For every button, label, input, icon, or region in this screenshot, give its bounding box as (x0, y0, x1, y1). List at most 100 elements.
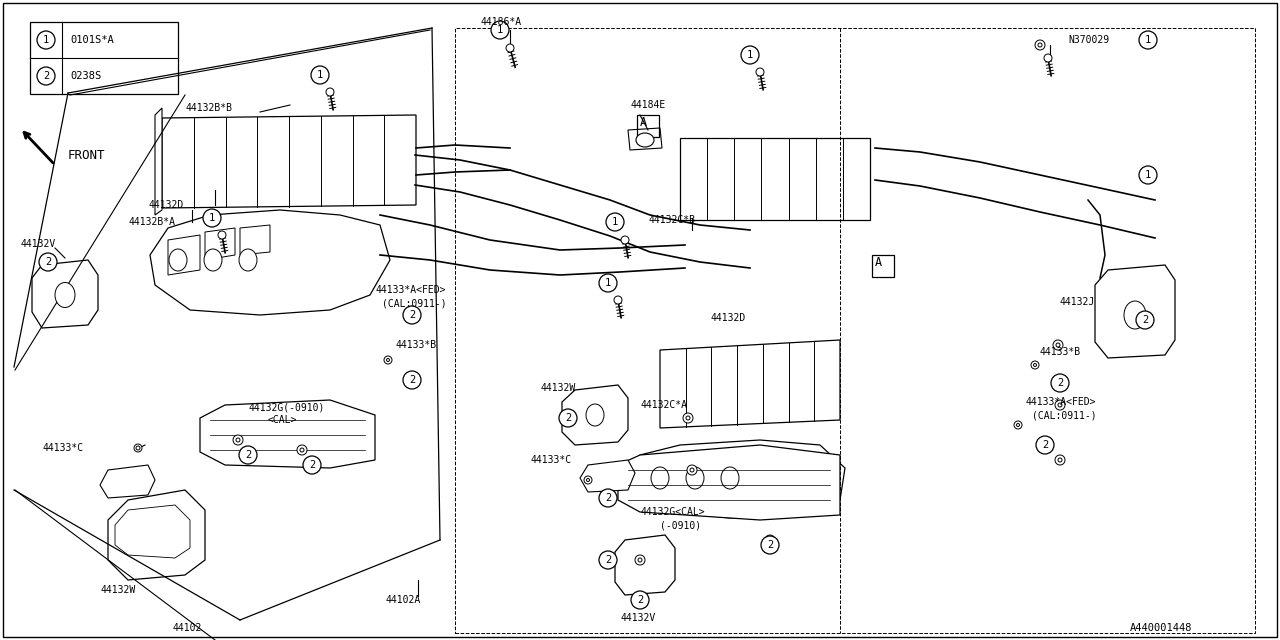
Text: A: A (640, 115, 648, 129)
Polygon shape (241, 225, 270, 255)
Text: 2: 2 (637, 595, 643, 605)
Ellipse shape (239, 249, 257, 271)
Text: (CAL:0911-): (CAL:0911-) (381, 298, 447, 308)
Text: 2: 2 (408, 375, 415, 385)
Circle shape (1059, 458, 1062, 462)
Circle shape (384, 356, 392, 364)
Circle shape (326, 88, 334, 96)
Text: 2: 2 (1042, 440, 1048, 450)
Circle shape (599, 489, 617, 507)
Text: 44132V: 44132V (20, 239, 55, 249)
Text: 44132W: 44132W (540, 383, 575, 393)
Circle shape (741, 46, 759, 64)
Polygon shape (614, 535, 675, 595)
Circle shape (218, 231, 227, 239)
Circle shape (204, 209, 221, 227)
Text: 2: 2 (308, 460, 315, 470)
Circle shape (303, 456, 321, 474)
Ellipse shape (1124, 301, 1146, 329)
Circle shape (631, 591, 649, 609)
Circle shape (1033, 364, 1037, 367)
Text: 44132D: 44132D (148, 200, 183, 210)
Polygon shape (660, 340, 840, 428)
Bar (29, 22, 178, 94)
Circle shape (492, 21, 509, 39)
Circle shape (1014, 421, 1021, 429)
Circle shape (403, 371, 421, 389)
Circle shape (37, 67, 55, 85)
Text: 1: 1 (317, 70, 323, 80)
Circle shape (297, 445, 307, 455)
Text: 44184E: 44184E (630, 100, 666, 110)
Text: 2: 2 (244, 450, 251, 460)
Ellipse shape (55, 282, 76, 307)
Circle shape (38, 253, 58, 271)
Text: 44132B*B: 44132B*B (186, 103, 232, 113)
Text: 1: 1 (42, 35, 49, 45)
Circle shape (1055, 455, 1065, 465)
Text: 44132C*A: 44132C*A (640, 400, 687, 410)
Text: 44102: 44102 (172, 623, 201, 633)
Text: 2: 2 (564, 413, 571, 423)
Text: A440001448: A440001448 (1130, 623, 1193, 633)
Text: 1: 1 (605, 278, 611, 288)
Bar (637, 115, 659, 137)
Text: 44133*C: 44133*C (42, 443, 83, 453)
Circle shape (403, 306, 421, 324)
Text: 44133*B: 44133*B (396, 340, 436, 350)
Text: 44132J: 44132J (1060, 297, 1096, 307)
Circle shape (1137, 311, 1155, 329)
Text: 2: 2 (1142, 315, 1148, 325)
Text: 2: 2 (605, 493, 611, 503)
Circle shape (599, 274, 617, 292)
Text: 0101S*A: 0101S*A (70, 35, 114, 45)
Circle shape (1036, 436, 1053, 454)
Ellipse shape (169, 249, 187, 271)
Text: 2: 2 (45, 257, 51, 267)
Polygon shape (168, 235, 200, 275)
Text: A: A (876, 255, 882, 269)
Text: 44132G<CAL>: 44132G<CAL> (640, 507, 704, 517)
Circle shape (605, 213, 625, 231)
Circle shape (233, 435, 243, 445)
Circle shape (599, 551, 617, 569)
Circle shape (1038, 43, 1042, 47)
Circle shape (687, 465, 698, 475)
Circle shape (1051, 374, 1069, 392)
Circle shape (1053, 340, 1062, 350)
Circle shape (686, 416, 690, 420)
Circle shape (635, 555, 645, 565)
Circle shape (559, 409, 577, 427)
Text: (-0910): (-0910) (660, 520, 701, 530)
Circle shape (1030, 361, 1039, 369)
Polygon shape (108, 490, 205, 580)
Ellipse shape (204, 249, 221, 271)
Circle shape (690, 468, 694, 472)
Text: 44132V: 44132V (620, 613, 655, 623)
Text: 2: 2 (767, 540, 773, 550)
Circle shape (236, 438, 241, 442)
Circle shape (1059, 403, 1062, 407)
Text: 44133*A<FED>: 44133*A<FED> (375, 285, 445, 295)
Polygon shape (618, 445, 840, 520)
Polygon shape (32, 260, 99, 328)
Polygon shape (628, 128, 662, 150)
Circle shape (300, 448, 305, 452)
Circle shape (311, 66, 329, 84)
Text: 2: 2 (1057, 378, 1064, 388)
Text: 0238S: 0238S (70, 71, 101, 81)
Ellipse shape (686, 467, 704, 489)
Circle shape (506, 44, 515, 52)
Circle shape (239, 446, 257, 464)
Text: 44132B*A: 44132B*A (128, 217, 175, 227)
Text: 2: 2 (408, 310, 415, 320)
Circle shape (1139, 31, 1157, 49)
Circle shape (1139, 166, 1157, 184)
Text: 2: 2 (42, 71, 49, 81)
Text: 44102A: 44102A (385, 595, 420, 605)
Circle shape (762, 536, 780, 554)
Ellipse shape (636, 133, 654, 147)
Ellipse shape (721, 467, 739, 489)
Text: 1: 1 (209, 213, 215, 223)
Circle shape (134, 444, 142, 452)
